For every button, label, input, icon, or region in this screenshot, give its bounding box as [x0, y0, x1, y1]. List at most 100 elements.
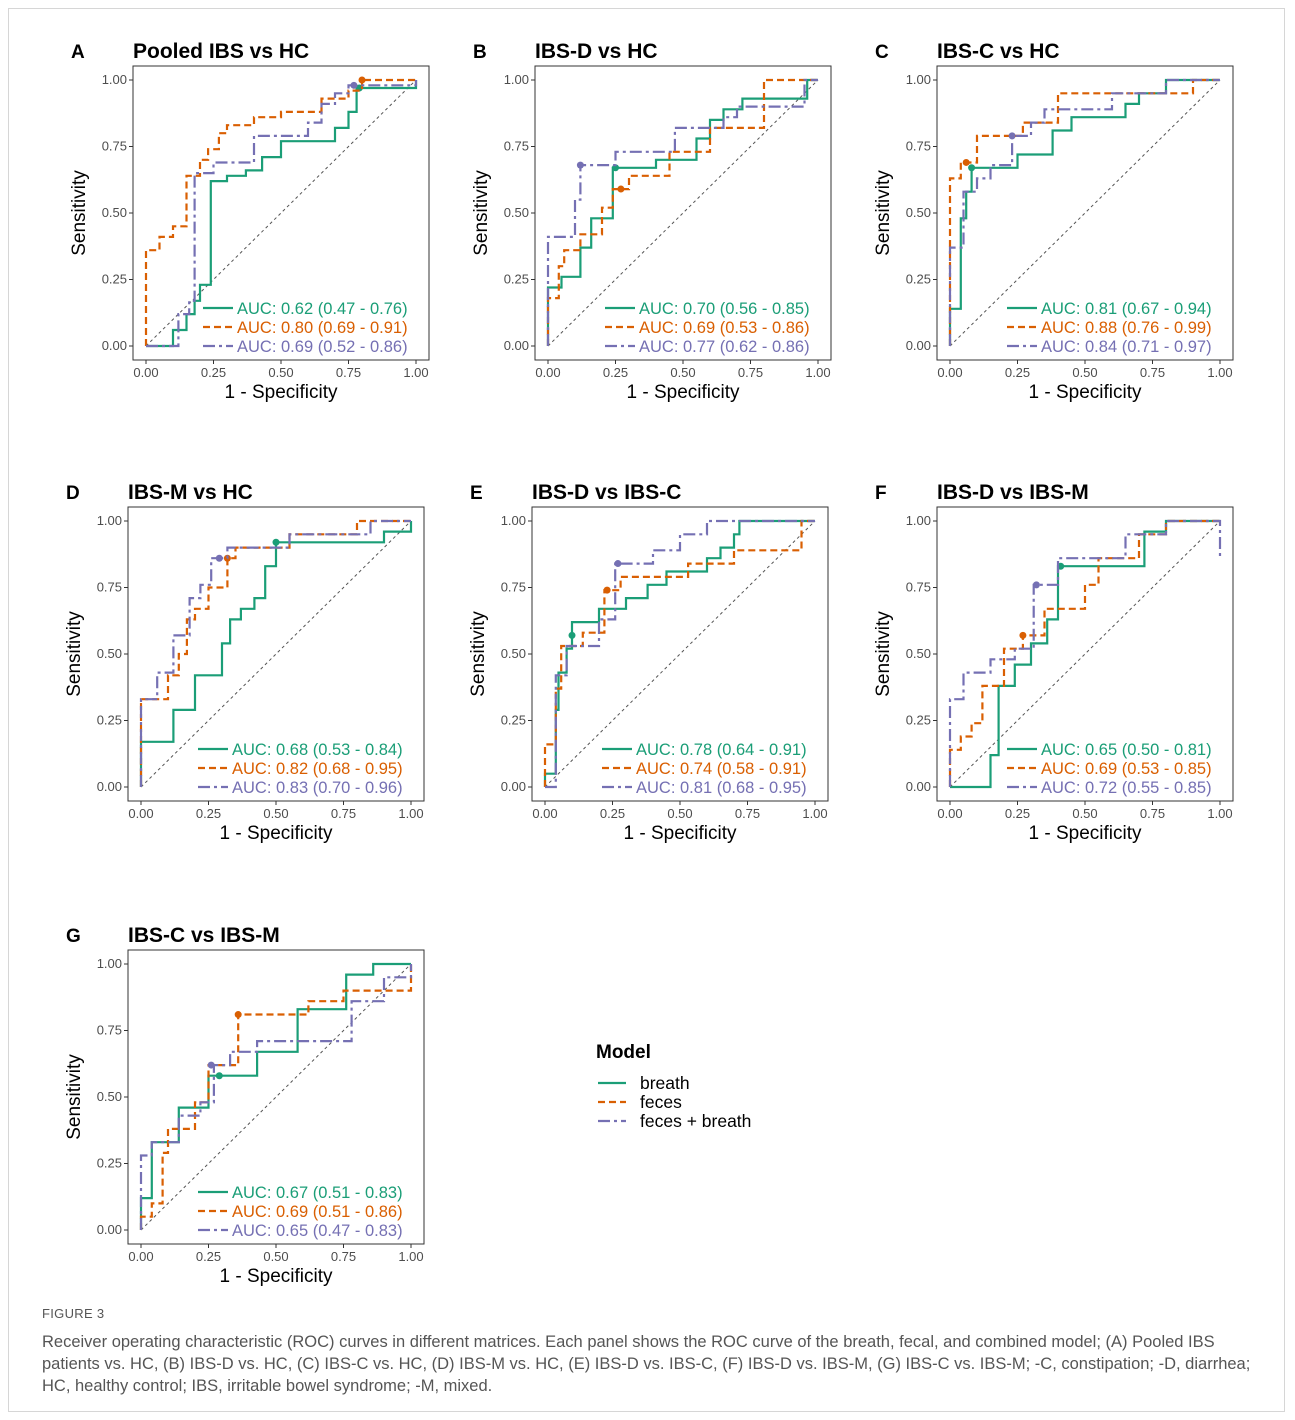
y-axis-label: Sensitivity: [69, 170, 90, 256]
y-tick-label: 0.00: [501, 779, 526, 794]
y-tick-label: 1.00: [97, 956, 122, 971]
panel-letter: B: [473, 42, 487, 63]
x-tick-label: 0.75: [331, 1249, 356, 1264]
auc-label-breath: AUC: 0.78 (0.64 - 0.91): [636, 741, 807, 759]
x-tick-label: 1.00: [398, 1249, 423, 1264]
y-tick-label: 0.75: [97, 580, 122, 595]
y-tick-label: 0.50: [906, 205, 931, 220]
y-tick-label: 0.00: [97, 1222, 122, 1237]
panel-letter: G: [66, 926, 81, 947]
y-tick-label: 0.50: [501, 646, 526, 661]
x-tick-label: 0.75: [331, 806, 356, 821]
auc-label-breath: AUC: 0.67 (0.51 - 0.83): [232, 1184, 403, 1202]
y-tick-label: 0.50: [906, 646, 931, 661]
x-axis-label: 1 - Specificity: [624, 823, 737, 844]
y-tick-label: 0.25: [504, 272, 529, 287]
y-tick-label: 0.25: [97, 1156, 122, 1171]
auc-label-feces: AUC: 0.82 (0.68 - 0.95): [232, 760, 403, 778]
y-tick-label: 0.75: [906, 580, 931, 595]
roc-figure: A Pooled IBS vs HC 0.00 0.00 0.25 0.25 0.50 0.5…: [0, 0, 1295, 1300]
y-tick-label: 0.50: [97, 646, 122, 661]
x-tick-label: 0.00: [937, 365, 962, 380]
x-tick-label: 1.00: [1207, 365, 1232, 380]
x-tick-label: 0.75: [1140, 806, 1165, 821]
auc-label-feces: AUC: 0.69 (0.53 - 0.85): [1041, 760, 1212, 778]
x-tick-label: 0.50: [263, 806, 288, 821]
y-tick-label: 0.75: [97, 1023, 122, 1038]
x-tick-label: 0.50: [670, 365, 695, 380]
panel-title: IBS-D vs IBS-C: [532, 481, 681, 504]
auc-label-breath: AUC: 0.68 (0.53 - 0.84): [232, 741, 403, 759]
y-axis-label: Sensitivity: [64, 611, 85, 697]
auc-label-breath: AUC: 0.81 (0.67 - 0.94): [1041, 300, 1212, 318]
panel-letter: C: [875, 42, 889, 63]
y-axis-label: Sensitivity: [64, 1054, 85, 1140]
x-tick-label: 0.00: [128, 806, 153, 821]
legend-label-feces: feces: [640, 1092, 682, 1112]
y-axis-label: Sensitivity: [873, 611, 894, 697]
auc-label-combined: AUC: 0.65 (0.47 - 0.83): [232, 1222, 403, 1240]
x-tick-label: 0.50: [667, 806, 692, 821]
y-tick-label: 1.00: [97, 513, 122, 528]
y-tick-label: 1.00: [906, 72, 931, 87]
x-axis-label: 1 - Specificity: [1029, 382, 1142, 403]
cutoff-point-combined: [216, 555, 223, 562]
auc-label-combined: AUC: 0.84 (0.71 - 0.97): [1041, 338, 1212, 356]
x-tick-label: 0.00: [133, 365, 158, 380]
x-tick-label: 0.00: [937, 806, 962, 821]
x-tick-label: 1.00: [802, 806, 827, 821]
panel-title: IBS-C vs IBS-M: [128, 924, 280, 947]
y-tick-label: 0.75: [102, 139, 127, 154]
auc-label-breath: AUC: 0.62 (0.47 - 0.76): [237, 300, 408, 318]
cutoff-point-feces: [604, 587, 611, 594]
cutoff-point-feces: [1019, 632, 1026, 639]
panel-D: D IBS-M vs HC 0.00 0.00 0.25 0.25 0.50 0.50 0.75…: [64, 481, 424, 844]
cutoff-point-breath: [968, 164, 975, 171]
caption-label: FIGURE 3: [42, 1306, 1262, 1321]
cutoff-point-combined: [350, 82, 357, 89]
cutoff-point-combined: [208, 1062, 215, 1069]
legend-label-breath: breath: [640, 1073, 690, 1093]
panel-letter: A: [71, 42, 85, 63]
panel-title: IBS-D vs HC: [535, 40, 658, 63]
x-tick-label: 0.50: [1072, 806, 1097, 821]
auc-label-feces: AUC: 0.69 (0.51 - 0.86): [232, 1203, 403, 1221]
y-tick-label: 0.25: [906, 713, 931, 728]
x-tick-label: 1.00: [1207, 806, 1232, 821]
x-axis-label: 1 - Specificity: [220, 823, 333, 844]
y-tick-label: 0.00: [102, 338, 127, 353]
panel-title: IBS-M vs HC: [128, 481, 253, 504]
y-tick-label: 0.50: [504, 205, 529, 220]
y-tick-label: 0.00: [97, 779, 122, 794]
cutoff-point-feces: [963, 159, 970, 166]
panel-title: IBS-D vs IBS-M: [937, 481, 1089, 504]
panel-E: E IBS-D vs IBS-C0.000.000.250.250.500.500…: [468, 481, 828, 844]
auc-label-combined: AUC: 0.72 (0.55 - 0.85): [1041, 779, 1212, 797]
cutoff-point-breath: [569, 632, 576, 639]
panel-letter: E: [470, 483, 483, 504]
cutoff-point-feces: [359, 77, 366, 84]
auc-label-breath: AUC: 0.70 (0.56 - 0.85): [639, 300, 810, 318]
x-tick-label: 0.00: [535, 365, 560, 380]
y-tick-label: 1.00: [501, 513, 526, 528]
auc-label-combined: AUC: 0.81 (0.68 - 0.95): [636, 779, 807, 797]
y-tick-label: 1.00: [504, 72, 529, 87]
auc-label-feces: AUC: 0.80 (0.69 - 0.91): [237, 319, 408, 337]
x-tick-label: 0.00: [532, 806, 557, 821]
x-axis-label: 1 - Specificity: [220, 1266, 333, 1287]
y-tick-label: 0.25: [906, 272, 931, 287]
x-tick-label: 0.25: [196, 1249, 221, 1264]
y-tick-label: 0.25: [501, 713, 526, 728]
panel-F: F IBS-D vs IBS-M 0.00 0.00 0.25 0.25 0.50 0.50 0…: [873, 481, 1233, 844]
y-tick-label: 0.75: [501, 580, 526, 595]
panel-title: Pooled IBS vs HC: [133, 40, 309, 63]
x-tick-label: 0.50: [1072, 365, 1097, 380]
x-tick-label: 1.00: [403, 365, 428, 380]
x-tick-label: 0.75: [1140, 365, 1165, 380]
x-axis-label: 1 - Specificity: [225, 382, 338, 403]
y-tick-label: 1.00: [102, 72, 127, 87]
cutoff-point-combined: [577, 162, 584, 169]
cutoff-point-breath: [216, 1072, 223, 1079]
x-axis-label: 1 - Specificity: [627, 382, 740, 403]
